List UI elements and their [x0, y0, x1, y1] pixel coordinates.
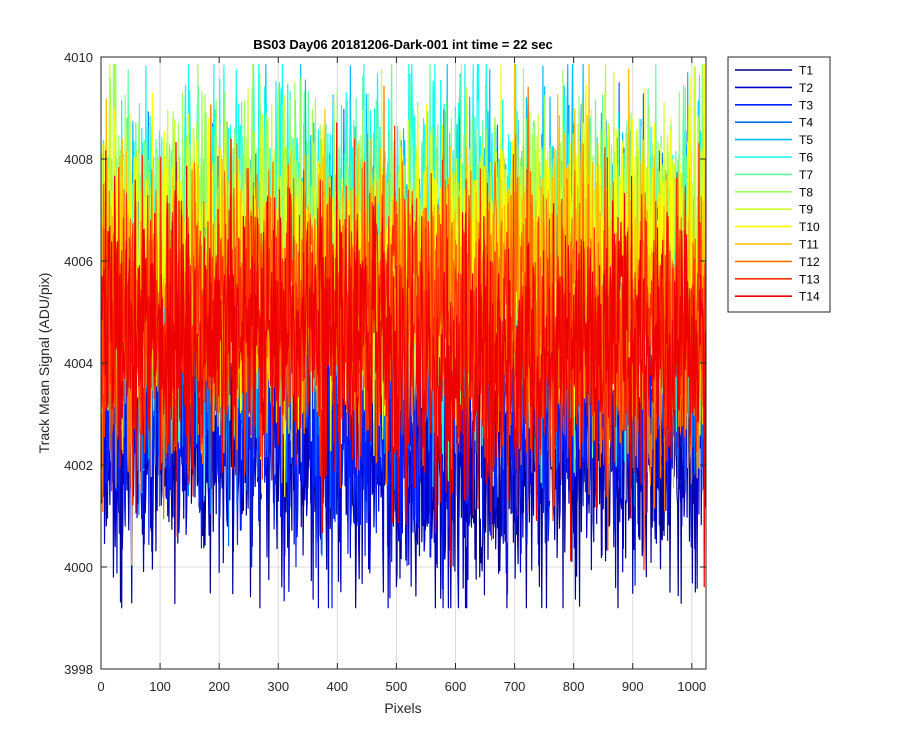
y-axis-title: Track Mean Signal (ADU/pix)	[36, 273, 52, 454]
legend-label-t13: T13	[799, 272, 820, 286]
y-tick-label: 4010	[64, 50, 93, 65]
x-tick-label: 100	[149, 679, 171, 694]
legend-label-t9: T9	[799, 203, 813, 217]
legend-label-t5: T5	[799, 133, 813, 147]
y-tick-label: 4004	[64, 356, 93, 371]
legend-label-t12: T12	[799, 255, 820, 269]
x-tick-label: 600	[445, 679, 467, 694]
legend: T1 T2 T3 T4 T5 T6 T7 T8 T9 T10 T11 T12 T13 T14	[727, 56, 831, 313]
y-tick-label: 4006	[64, 254, 93, 269]
x-tick-label: 700	[504, 679, 526, 694]
legend-label-t1: T1	[799, 64, 813, 78]
legend-label-t2: T2	[799, 81, 813, 95]
legend-box	[727, 56, 831, 313]
legend-label-t4: T4	[799, 116, 813, 130]
legend-label-t14: T14	[799, 290, 820, 304]
x-tick-label: 400	[326, 679, 348, 694]
chart-title: BS03 Day06 20181206-Dark-001 int time = …	[253, 37, 553, 52]
legend-label-t11: T11	[799, 238, 819, 252]
legend-label-t6: T6	[799, 151, 813, 165]
x-tick-label: 1000	[677, 679, 706, 694]
legend-label-t3: T3	[799, 98, 813, 112]
y-tick-labels: 3998 4000 4002 4004 4006 4008 4010	[64, 50, 93, 677]
x-tick-label: 900	[622, 679, 644, 694]
legend-label-t8: T8	[799, 185, 813, 199]
tick-marks	[100, 56, 706, 670]
y-tick-label: 4008	[64, 152, 93, 167]
x-tick-labels: 0 100 200 300 400 500 600 700 800 900 1000	[97, 679, 706, 694]
legend-items: T1 T2 T3 T4 T5 T6 T7 T8 T9 T10 T11 T12 T13 T14	[735, 64, 820, 304]
y-tick-label: 3998	[64, 662, 93, 677]
x-tick-label: 0	[97, 679, 104, 694]
legend-label-t7: T7	[799, 168, 813, 182]
x-tick-label: 200	[208, 679, 230, 694]
x-tick-label: 500	[386, 679, 408, 694]
x-tick-label: 300	[267, 679, 289, 694]
x-tick-label: 800	[563, 679, 585, 694]
legend-label-t10: T10	[799, 220, 820, 234]
y-tick-label: 4002	[64, 458, 93, 473]
series-group	[101, 64, 706, 609]
x-axis-title: Pixels	[384, 700, 421, 716]
series-line-t14	[101, 122, 706, 588]
y-tick-label: 4000	[64, 560, 93, 575]
plot-area	[100, 56, 707, 670]
